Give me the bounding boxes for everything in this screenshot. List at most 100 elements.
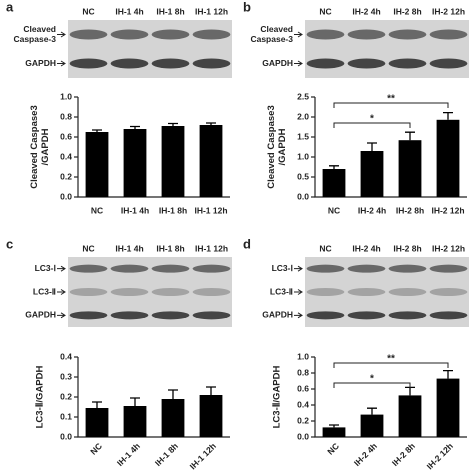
error-bar xyxy=(367,407,377,415)
blot-band xyxy=(69,311,108,320)
row-arrow xyxy=(294,60,303,67)
bar xyxy=(199,395,223,437)
y-axis-label: /GAPDH xyxy=(277,128,288,165)
x-tick-label: NC xyxy=(325,441,341,457)
row-arrow xyxy=(57,31,66,38)
lane-label: IH-1 12h xyxy=(195,243,228,253)
bar xyxy=(161,399,185,437)
lane-label: IH-1 8h xyxy=(156,243,184,253)
blot-band xyxy=(110,264,149,273)
row-label: Caspase-3 xyxy=(250,34,293,44)
bar xyxy=(360,151,384,197)
blot-band xyxy=(429,29,468,40)
bar xyxy=(161,126,185,197)
blot-band xyxy=(69,288,108,296)
y-axis-label: Cleaved Caspase3 xyxy=(29,105,40,188)
y-tick-label: 0.3 xyxy=(60,371,72,381)
blot-band xyxy=(151,29,190,40)
y-tick-label: 0.0 xyxy=(60,191,72,201)
bar xyxy=(199,125,223,197)
blot-band xyxy=(388,311,427,320)
panel-letter: a xyxy=(6,0,14,14)
lane-label: IH-1 12h xyxy=(195,6,228,16)
x-tick-label: IH-2 12h xyxy=(431,205,464,215)
x-tick-label: IH-1 8h xyxy=(153,441,180,468)
row-arrow xyxy=(294,289,303,295)
blot-band xyxy=(306,288,345,296)
bar xyxy=(85,408,109,437)
row-arrow xyxy=(294,31,303,38)
blot-band xyxy=(306,311,345,320)
y-tick-label: 0.8 xyxy=(60,111,72,121)
blot-band xyxy=(388,29,427,40)
y-tick-label: 0.4 xyxy=(60,151,72,161)
blot-band xyxy=(69,264,108,273)
y-tick-label: 2.0 xyxy=(297,111,309,121)
error-bar xyxy=(329,165,339,169)
y-tick-label: 0.0 xyxy=(60,431,72,441)
blot-band xyxy=(110,29,149,40)
blot-band xyxy=(110,288,149,296)
significance-bracket xyxy=(333,122,411,128)
lane-label: IH-1 4h xyxy=(115,6,143,16)
blot-band xyxy=(306,264,345,273)
blot-band xyxy=(192,311,231,320)
lane-label: IH-2 4h xyxy=(352,243,380,253)
panel-letter: b xyxy=(243,0,251,14)
significance-label: * xyxy=(370,374,374,385)
lane-label: NC xyxy=(319,6,331,16)
blot-band xyxy=(192,29,231,40)
bar xyxy=(398,395,422,437)
error-bar xyxy=(130,125,140,129)
bar xyxy=(123,129,147,197)
y-tick-label: 0.1 xyxy=(60,411,72,421)
lane-label: IH-1 4h xyxy=(115,243,143,253)
blot-band xyxy=(110,311,149,320)
error-bar xyxy=(329,424,339,428)
blot-band xyxy=(429,58,468,69)
blot-band xyxy=(429,288,468,296)
blot-band xyxy=(151,58,190,69)
x-tick-label: NC xyxy=(91,205,103,215)
blot-band xyxy=(347,58,386,69)
error-bar xyxy=(206,386,216,395)
row-label: LC3-Ⅰ xyxy=(35,263,56,273)
error-bar xyxy=(130,397,140,406)
lane-label: IH-2 8h xyxy=(393,243,421,253)
blot-band xyxy=(69,58,108,69)
row-arrow xyxy=(294,312,303,319)
lane-label: NC xyxy=(82,6,94,16)
row-label: GAPDH xyxy=(25,310,56,320)
row-label: GAPDH xyxy=(25,58,56,68)
y-axis-label: /GAPDH xyxy=(40,128,51,165)
row-label: LC3-Ⅱ xyxy=(33,286,56,296)
bar xyxy=(85,132,109,197)
x-tick-label: IH-2 4h xyxy=(358,205,386,215)
row-label: Cleaved xyxy=(23,24,56,34)
error-bar xyxy=(206,122,216,125)
blot-band xyxy=(429,311,468,320)
x-tick-label: NC xyxy=(88,441,104,457)
blot-band xyxy=(151,264,190,273)
y-tick-label: 1.0 xyxy=(297,151,309,161)
error-bar xyxy=(443,369,453,379)
blot-band xyxy=(69,29,108,40)
y-tick-label: 0.4 xyxy=(297,399,309,409)
blot-band xyxy=(347,264,386,273)
panel: b NC IH-2 4h IH-2 8h IH-2 12h CleavedCaspase-… xyxy=(243,0,469,215)
lane-label: IH-2 4h xyxy=(352,6,380,16)
x-tick-label: NC xyxy=(328,205,340,215)
y-axis-label: LC3-Ⅱ/GAPDH xyxy=(35,365,46,428)
row-label: GAPDH xyxy=(262,58,293,68)
bar xyxy=(322,169,346,197)
row-label: Cleaved xyxy=(260,24,293,34)
significance-label: ** xyxy=(387,354,395,365)
bar xyxy=(398,140,422,197)
panel-letter: d xyxy=(243,236,251,251)
row-arrow xyxy=(57,289,66,295)
y-tick-label: 0.2 xyxy=(297,415,309,425)
blot-band xyxy=(388,264,427,273)
x-tick-label: IH-1 12h xyxy=(188,441,218,471)
x-tick-label: IH-2 8h xyxy=(396,205,424,215)
